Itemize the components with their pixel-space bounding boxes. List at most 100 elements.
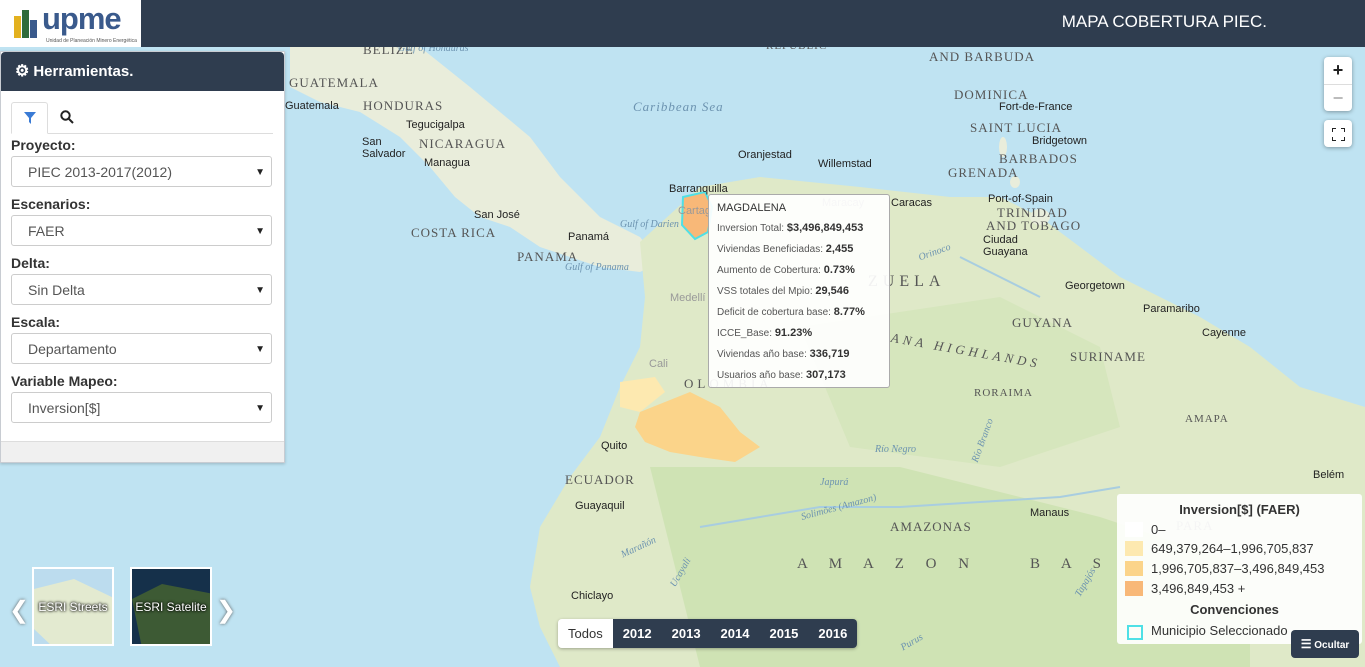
map-label-region: A M A Z O N <box>797 556 979 572</box>
map-label-country: GRENADA <box>948 165 1019 180</box>
map-label-country: ECUADOR <box>565 472 635 487</box>
caret-down-icon: ▼ <box>255 226 265 237</box>
map-label-city: Managua <box>424 157 470 169</box>
map-label-country: PANAMA <box>517 249 579 264</box>
map-label-country: RORAIMA <box>974 387 1033 399</box>
map-label-river: Japurá <box>820 477 849 488</box>
year-button-2016[interactable]: 2016 <box>808 619 858 648</box>
basemap-gallery: ESRI Streets ESRI Satelite ❮ ❯ <box>3 566 237 648</box>
caret-down-icon: ▼ <box>255 344 265 355</box>
gear-icon: ⚙ <box>15 63 30 80</box>
hide-legend-label: Ocultar <box>1314 640 1350 651</box>
escala-value: Departamento <box>28 341 117 357</box>
basemap-satellite[interactable]: ESRI Satelite <box>130 567 212 646</box>
streets-thumbnail <box>34 569 112 644</box>
popup-row: Viviendas año base: 336,719 <box>717 348 850 360</box>
zoom-control: + − <box>1324 57 1352 111</box>
delta-label: Delta: <box>11 255 50 271</box>
map-label-country: GUATEMALA <box>289 75 379 90</box>
gallery-next-icon[interactable]: ❯ <box>216 597 237 624</box>
basemap-streets[interactable]: ESRI Streets <box>32 567 114 646</box>
zoom-out-button[interactable]: − <box>1324 84 1352 112</box>
map-label-city: Paramaribo <box>1143 303 1200 315</box>
year-button-2014[interactable]: 2014 <box>710 619 760 648</box>
map-label-country: TRINIDAD <box>997 205 1068 220</box>
map-label-city: Belém <box>1313 469 1345 481</box>
map-label-city: Willemstad <box>818 158 872 170</box>
map-label-city: San Salvador <box>362 136 406 160</box>
escenarios-label: Escenarios: <box>11 196 91 212</box>
proyecto-select[interactable]: PIEC 2013-2017(2012) ▼ <box>11 156 272 187</box>
map-label-city: Cali <box>649 358 668 370</box>
variable-mapeo-select[interactable]: Inversion[$] ▼ <box>11 392 272 423</box>
map-label-city: Barranquilla <box>669 183 728 195</box>
map-label-city: Quito <box>601 440 628 452</box>
caret-down-icon: ▼ <box>255 285 265 296</box>
satellite-thumbnail <box>132 569 210 644</box>
legend-swatch <box>1125 561 1143 576</box>
map-label-gulf: Gulf of Panama <box>565 262 629 273</box>
popup-row: Aumento de Cobertura: 0.73% <box>717 264 855 276</box>
legend-swatch <box>1125 581 1143 596</box>
tools-panel-header[interactable]: ⚙ Herramientas. <box>1 52 284 91</box>
map-label-country: DOMINICA <box>954 87 1029 102</box>
gallery-prev-icon[interactable]: ❮ <box>9 597 30 624</box>
logo-text: upme <box>42 1 122 36</box>
info-popup: MAGDALENA Inversion Total: $3,496,849,45… <box>708 194 890 388</box>
proyecto-value: PIEC 2013-2017(2012) <box>28 164 172 180</box>
year-button-2015[interactable]: 2015 <box>759 619 809 648</box>
map-label-country: AND TOBAGO <box>986 218 1082 233</box>
hide-legend-button[interactable]: ☰ Ocultar <box>1291 630 1359 658</box>
map-label-country: NICARAGUA <box>419 136 506 151</box>
variable-mapeo-value: Inversion[$] <box>28 400 101 416</box>
upme-logo[interactable]: upme Unidad de Planeación Minero Energét… <box>0 0 141 47</box>
map-label-city: Guayaquil <box>575 500 625 512</box>
map-label-city: Cartag <box>678 205 712 217</box>
tools-panel-title: Herramientas. <box>33 63 134 80</box>
escenarios-select[interactable]: FAER ▼ <box>11 215 272 246</box>
map-label-country: BARBADOS <box>999 151 1078 166</box>
map-label-city: Medellí <box>670 292 706 304</box>
year-button-2012[interactable]: 2012 <box>612 619 662 648</box>
map-label-gulf: Gulf of Honduras <box>398 47 469 54</box>
caret-down-icon: ▼ <box>255 403 265 414</box>
fullscreen-button[interactable] <box>1324 120 1352 147</box>
map-label-city: Chiclayo <box>571 590 614 602</box>
map-label-country: BELIZE <box>363 47 414 57</box>
proyecto-label: Proyecto: <box>11 137 76 153</box>
page-title: MAPA COBERTURA PIEC. <box>1061 12 1267 31</box>
map-label-country: SURINAME <box>1070 349 1146 364</box>
delta-select[interactable]: Sin Delta ▼ <box>11 274 272 305</box>
legend-label: 3,496,849,453 + <box>1151 581 1246 596</box>
map-label-city: Tegucigalpa <box>406 119 465 131</box>
legend-label: Municipio Seleccionado <box>1151 623 1288 638</box>
legend-swatch <box>1125 522 1143 537</box>
year-button-2013[interactable]: 2013 <box>661 619 711 648</box>
delta-value: Sin Delta <box>28 282 85 298</box>
legend-label: 0– <box>1151 522 1166 537</box>
tab-search[interactable] <box>49 102 84 132</box>
map-label-city: Manaus <box>1030 507 1070 519</box>
map-label-country: AMAPA <box>1185 413 1229 425</box>
map-label-country: HONDURAS <box>363 98 444 113</box>
popup-row: VSS totales del Mpio: 29,546 <box>717 285 850 297</box>
escala-select[interactable]: Departamento ▼ <box>11 333 272 364</box>
map-label-region: B A S <box>1030 556 1111 572</box>
basemap-label: ESRI Satelite <box>135 600 207 614</box>
map-label-country: AND BARBUDA <box>929 49 1035 64</box>
map-label-city: Caracas <box>891 197 932 209</box>
map-label-country: AMAZONAS <box>890 519 972 534</box>
map-label-city: Guatemala <box>285 100 339 112</box>
map-label-sea: Caribbean Sea <box>633 99 724 114</box>
legend-title: Inversion[$] (FAER) <box>1179 502 1300 517</box>
map-label-city: Panamá <box>568 231 609 243</box>
year-button-todos[interactable]: Todos <box>558 619 613 648</box>
popup-row: Deficit de cobertura base: 8.77% <box>717 306 865 318</box>
legend-conventions-title: Convenciones <box>1190 602 1279 617</box>
map-label-city: Ciudad Guayana <box>983 234 1028 258</box>
map-label-city: Port-of-Spain <box>988 193 1053 205</box>
zoom-in-button[interactable]: + <box>1332 60 1344 80</box>
escenarios-value: FAER <box>28 223 65 239</box>
popup-row: Viviendas Beneficiadas: 2,455 <box>717 243 854 255</box>
tab-filter[interactable] <box>11 102 48 134</box>
